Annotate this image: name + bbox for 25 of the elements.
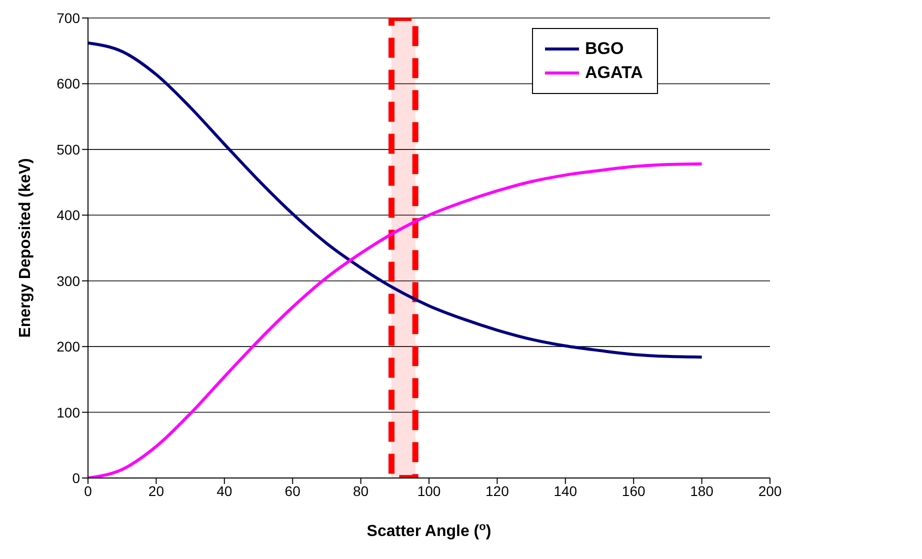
y-tick-label: 700 [56,10,80,26]
legend-label: AGATA [585,63,643,83]
x-tick-label: 60 [284,482,301,499]
x-tick-label: 80 [353,482,369,499]
x-axis-title: Scatter Angle ($^{o}$) [366,521,492,540]
y-tick-label: 300 [56,272,80,289]
y-axis-title: Energy Deposited (keV) [17,158,34,338]
y-tick-label: 100 [56,404,80,420]
x-tick-label: 40 [216,482,232,499]
y-tick-label: 200 [56,338,80,355]
line-series [88,162,704,478]
x-tick-label: 0 [84,482,92,499]
x-tick-label: 200 [758,482,782,499]
x-tick-label: 100 [417,482,441,499]
x-tick-label: 120 [486,482,510,499]
y-tick-label: 500 [56,141,80,158]
line-series [88,41,704,359]
y-tick-label: 400 [56,207,80,224]
x-tick-label: 180 [690,482,714,499]
y-tick-label: 600 [56,76,80,92]
x-tick-label: 140 [554,482,578,499]
x-tick-label: 160 [622,482,646,499]
x-tick-label: 20 [148,482,164,499]
y-tick-label: 0 [72,470,80,486]
legend-label: BGO [585,39,624,59]
